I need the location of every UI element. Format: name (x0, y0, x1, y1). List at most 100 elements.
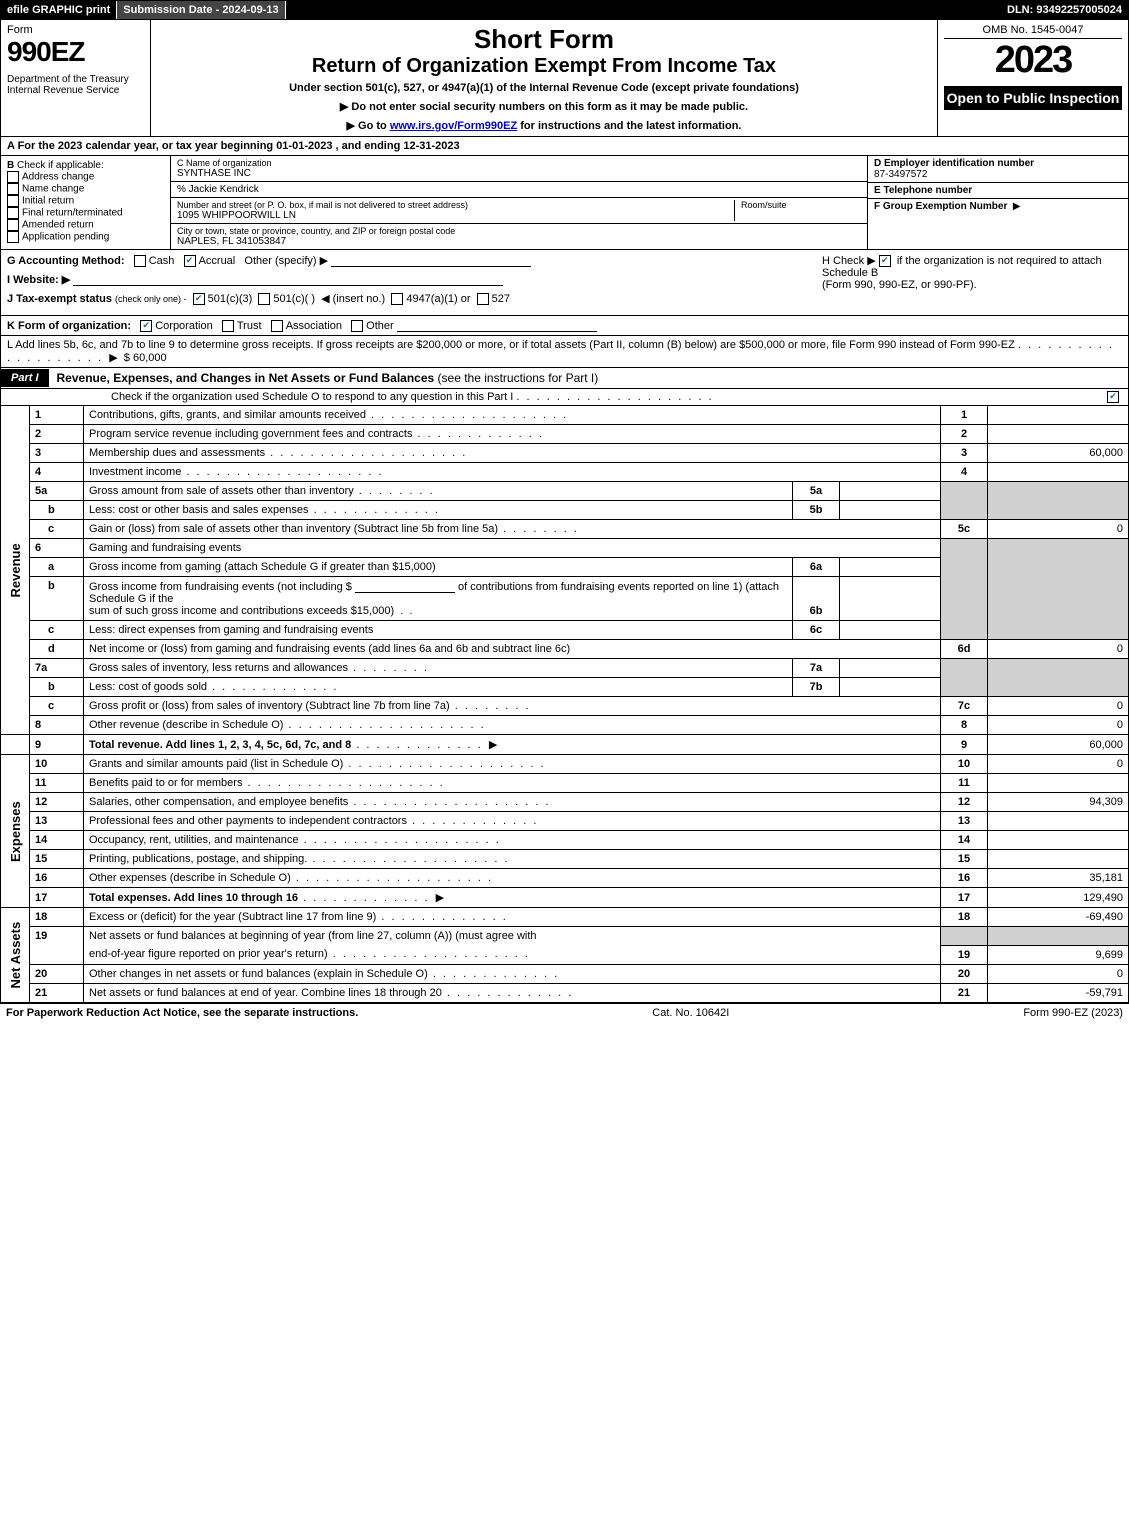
ln4-desc: Investment income (89, 466, 181, 478)
ln16-box: 16 (941, 869, 988, 888)
line-7a-row: 7a Gross sales of inventory, less return… (1, 659, 1129, 678)
submission-date-label: Submission Date - 2024-09-13 (117, 1, 285, 19)
other-org-blank[interactable] (397, 319, 597, 332)
ln5a-ibox: 5a (793, 482, 840, 501)
short-form-title: Short Form (157, 24, 931, 55)
g-label: G Accounting Method: (7, 255, 125, 267)
ln12-dots (348, 796, 550, 808)
chk-cash[interactable] (134, 255, 146, 267)
line-5c-row: c Gain or (loss) from sale of assets oth… (1, 520, 1129, 539)
chk-initial-return[interactable] (7, 195, 19, 207)
line-12-row: 12 Salaries, other compensation, and emp… (1, 793, 1129, 812)
chk-association[interactable] (271, 320, 283, 332)
ln5ab-shade-box (941, 482, 988, 520)
ln6c-ival (840, 621, 941, 640)
other-specify-blank[interactable] (331, 254, 531, 267)
chk-other-org[interactable] (351, 320, 363, 332)
line-6-row: 6 Gaming and fundraising events (1, 539, 1129, 558)
ln3-num: 3 (30, 444, 84, 463)
ln5b-ibox: 5b (793, 501, 840, 520)
chk-address-change[interactable] (7, 171, 19, 183)
goto-prefix: ▶ Go to (347, 120, 390, 132)
ln7a-ival (840, 659, 941, 678)
chk-corporation[interactable] (140, 320, 152, 332)
ln5a-desc: Gross amount from sale of assets other t… (89, 485, 354, 497)
chk-527[interactable] (477, 293, 489, 305)
ln19-desc2: end-of-year figure reported on prior yea… (89, 948, 328, 960)
ln16-dots (291, 872, 493, 884)
website-blank[interactable] (73, 273, 503, 286)
ln8-desc: Other revenue (describe in Schedule O) (89, 719, 283, 731)
line-6d-row: d Net income or (loss) from gaming and f… (1, 640, 1129, 659)
ln20-desc: Other changes in net assets or fund bala… (89, 968, 428, 980)
chk-501c3[interactable] (193, 293, 205, 305)
ln2-dots (412, 428, 543, 440)
chk-name-change[interactable] (7, 183, 19, 195)
ln17-num: 17 (30, 888, 84, 908)
ln2-box: 2 (941, 425, 988, 444)
dln-label: DLN: 93492257005024 (1001, 1, 1128, 19)
ln14-val (988, 831, 1129, 850)
goto-link[interactable]: www.irs.gov/Form990EZ (390, 120, 517, 132)
ln7ab-shade-val (988, 659, 1129, 697)
ln19-desc1: Net assets or fund balances at beginning… (89, 930, 537, 942)
d-label: D Employer identification number (874, 158, 1034, 169)
chk-trust[interactable] (222, 320, 234, 332)
chk-amended[interactable] (7, 219, 19, 231)
ln6a-num: a (30, 558, 84, 577)
chk-h-notrequired[interactable] (879, 255, 891, 267)
ln5b-ival (840, 501, 941, 520)
row-l: L Add lines 5b, 6c, and 7b to line 9 to … (0, 336, 1129, 368)
row-a-tax-year: A For the 2023 calendar year, or tax yea… (0, 137, 1129, 156)
tax-year: 2023 (944, 39, 1122, 82)
chk-schedule-o-used[interactable] (1107, 391, 1119, 403)
ln4-dots (181, 466, 383, 478)
ln5b-desc: Less: cost or other basis and sales expe… (89, 504, 309, 516)
care-of: % Jackie Kendrick (177, 184, 861, 195)
ln5c-box: 5c (941, 520, 988, 539)
ln2-val (988, 425, 1129, 444)
ln9-desc: Total revenue. Add lines 1, 2, 3, 4, 5c,… (89, 739, 351, 751)
ln5c-desc: Gain or (loss) from sale of assets other… (89, 523, 498, 535)
ln12-box: 12 (941, 793, 988, 812)
chk-accrual[interactable] (184, 255, 196, 267)
line-19-row2: end-of-year figure reported on prior yea… (1, 945, 1129, 964)
ln12-val: 94,309 (988, 793, 1129, 812)
j-paren: (check only one) - (115, 294, 187, 304)
ln4-val (988, 463, 1129, 482)
k-label: K Form of organization: (7, 320, 131, 332)
ln2-num: 2 (30, 425, 84, 444)
chk-501c[interactable] (258, 293, 270, 305)
ln7b-ibox: 7b (793, 678, 840, 697)
ln18-num: 18 (30, 908, 84, 927)
ln3-desc: Membership dues and assessments (89, 447, 265, 459)
ln18-val: -69,490 (988, 908, 1129, 927)
ln6a-ibox: 6a (793, 558, 840, 577)
ln7b-num: b (30, 678, 84, 697)
f-label: F Group Exemption Number (874, 201, 1007, 212)
line-13-row: 13 Professional fees and other payments … (1, 812, 1129, 831)
ln20-box: 20 (941, 964, 988, 983)
ln6c-num: c (30, 621, 84, 640)
ln6b-blank[interactable] (355, 580, 455, 593)
ln6b-desc3: sum of such gross income and contributio… (89, 605, 394, 617)
l-amount: $ 60,000 (124, 352, 167, 364)
ln7a-ibox: 7a (793, 659, 840, 678)
line-9-row: 9 Total revenue. Add lines 1, 2, 3, 4, 5… (1, 735, 1129, 755)
part-i-label: Part I (1, 369, 49, 387)
ln20-val: 0 (988, 964, 1129, 983)
line-16-row: 16 Other expenses (describe in Schedule … (1, 869, 1129, 888)
ln15-val (988, 850, 1129, 869)
l-text: L Add lines 5b, 6c, and 7b to line 9 to … (7, 339, 1015, 351)
b-label: B (7, 160, 14, 171)
ln7ab-shade-box (941, 659, 988, 697)
ln6c-ibox: 6c (793, 621, 840, 640)
chk-final-return[interactable] (7, 207, 19, 219)
i-label: I Website: ▶ (7, 274, 70, 286)
ln12-desc: Salaries, other compensation, and employ… (89, 796, 348, 808)
chk-4947[interactable] (391, 293, 403, 305)
check-if-applicable: Check if applicable: (17, 160, 104, 171)
line-11-row: 11 Benefits paid to or for members 11 (1, 774, 1129, 793)
chk-app-pending[interactable] (7, 231, 19, 243)
ln1-desc: Contributions, gifts, grants, and simila… (89, 409, 366, 421)
